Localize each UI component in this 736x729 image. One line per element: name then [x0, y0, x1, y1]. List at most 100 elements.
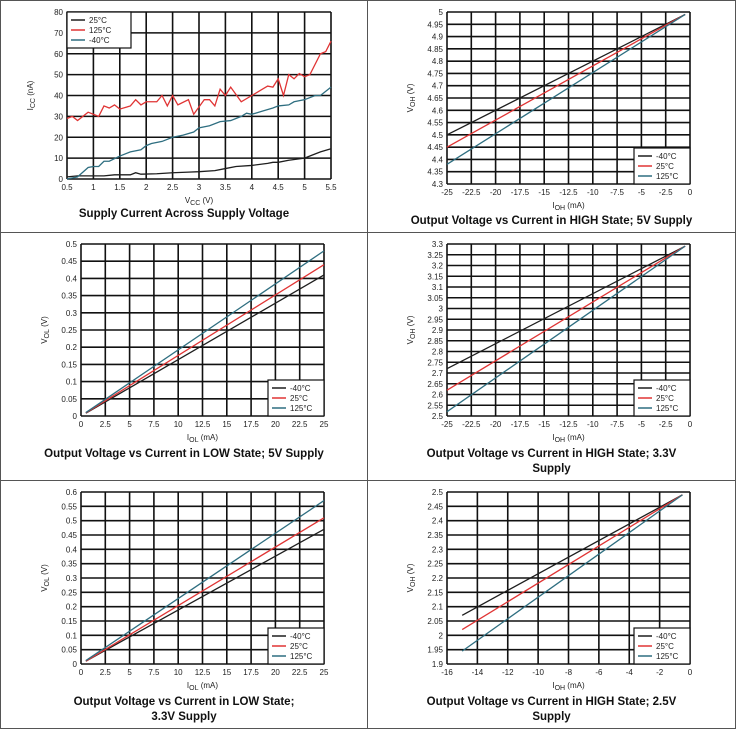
y-tick-label: 4.85: [427, 45, 443, 54]
series-line--40c: [66, 86, 332, 180]
x-tick-label: 15: [222, 668, 231, 677]
y-tick-label: 4.3: [432, 180, 444, 189]
chart-cell-supply-current: 0.5 1 1.5 2 2.5 3 3.5 4 4.5 5 5.5 0 10 20 30 40 50 60 70 80…: [1, 1, 368, 233]
legend-label: 25°C: [656, 162, 674, 171]
y-tick-label: 0.15: [61, 617, 77, 626]
chart-cell-vol-3v3: 0 2.5 5 7.5 10 12.5 15 17.5 20 22.5 25 0 0.05 0.1 0.15…: [1, 481, 368, 728]
x-tick-label: 5.5: [325, 183, 337, 192]
y-tick-label: 4.6: [432, 106, 444, 115]
y-tick-label: 50: [54, 71, 63, 80]
legend-label: 125°C: [290, 404, 313, 413]
x-tick-label: 20: [271, 668, 280, 677]
x-tick-label: -17.5: [511, 420, 530, 429]
y-tick-label: 2.6: [432, 391, 444, 400]
x-tick-label: 5: [302, 183, 307, 192]
y-tick-label: 0.25: [61, 326, 77, 335]
y-tick-label: 0.45: [61, 531, 77, 540]
y-axis-label: VOH (V): [406, 563, 417, 592]
y-tick-label: 2.5: [432, 412, 444, 421]
y-tick-label: 60: [54, 50, 63, 59]
y-tick-label: 2.35: [427, 531, 443, 540]
series-line--40c: [446, 13, 686, 136]
chart-vol-3v3: 0 2.5 5 7.5 10 12.5 15 17.5 20 22.5 25 0 0.05 0.1 0.15…: [40, 488, 329, 692]
chart-title: Output Voltage vs Current in HIGH State;…: [426, 448, 677, 475]
series-line--40c: [461, 494, 683, 616]
x-tick-label: 0: [79, 420, 84, 429]
x-tick-label: -6: [595, 668, 603, 677]
chart-cell-voh-5v: -25 -22.5 -20 -17.5 -15 -12.5 -10 -7.5 -5 -2.5 0 4.…: [368, 1, 735, 233]
x-tick-label: 0: [688, 420, 693, 429]
chart-vol-5v: 0 2.5 5 7.5 10 12.5 15 17.5 20 22.5 25 0 0.05 0.1 0.15…: [40, 240, 329, 444]
legend-label: -40°C: [656, 632, 677, 641]
x-tick-label: 1: [91, 183, 96, 192]
series-line-25c: [66, 148, 332, 178]
x-tick-label: 3: [197, 183, 202, 192]
x-tick-label: 10: [174, 420, 183, 429]
legend-label: 25°C: [656, 394, 674, 403]
series-line-125c: [446, 13, 686, 165]
x-tick-label: 25: [320, 420, 329, 429]
x-tick-label: -20: [490, 188, 502, 197]
y-axis-label: VOH (V): [406, 315, 417, 344]
y-tick-label: 2.75: [427, 358, 443, 367]
x-tick-label: 20: [271, 420, 280, 429]
legend-label: 125°C: [656, 652, 679, 661]
y-tick-label: 2.5: [432, 488, 444, 497]
y-tick-label: 3.2: [432, 262, 444, 271]
legend-label: 125°C: [290, 652, 313, 661]
x-tick-label: 2.5: [167, 183, 179, 192]
y-tick-label: 0.55: [61, 502, 77, 511]
x-tick-label: 4.5: [273, 183, 285, 192]
y-tick-label: 0.3: [66, 574, 78, 583]
x-tick-label: -15: [538, 420, 550, 429]
series-line-125c: [66, 40, 332, 122]
y-tick-label: 0.2: [66, 343, 78, 352]
x-tick-label: 25: [320, 668, 329, 677]
y-tick-label: 2.4: [432, 517, 444, 526]
x-tick-label: -15: [538, 188, 550, 197]
x-tick-label: -2.5: [659, 188, 673, 197]
x-tick-label: -12: [502, 668, 514, 677]
y-tick-label: 0.25: [61, 588, 77, 597]
series-line--40c: [85, 528, 325, 662]
x-tick-label: -2: [656, 668, 664, 677]
x-tick-label: 0.5: [61, 183, 73, 192]
y-axis-label: VOL (V): [40, 564, 51, 592]
x-tick-label: 2.5: [100, 668, 112, 677]
x-axis-label: IOH (mA): [552, 681, 585, 692]
legend-label: 125°C: [656, 172, 679, 181]
chart-title: Output Voltage vs Current in LOW State; …: [44, 448, 324, 460]
x-tick-label: -25: [441, 188, 453, 197]
y-tick-label: 0: [73, 660, 78, 669]
y-tick-label: 2.1: [432, 603, 444, 612]
series-line-125c: [85, 500, 325, 662]
y-tick-label: 4.9: [432, 33, 444, 42]
y-tick-label: 2.65: [427, 380, 443, 389]
y-tick-label: 4.95: [427, 20, 443, 29]
x-tick-label: -10: [587, 188, 599, 197]
x-tick-label: 17.5: [243, 420, 259, 429]
y-tick-label: 2.45: [427, 502, 443, 511]
y-tick-label: 10: [54, 154, 63, 163]
y-tick-label: 3.25: [427, 251, 443, 260]
x-tick-label: -22.5: [462, 188, 481, 197]
series-line--40c: [85, 274, 325, 414]
y-tick-label: 0.4: [66, 545, 78, 554]
chart-voh-3v3: -25 -22.5 -20 -17.5 -15 -12.5 -10 -7.5 -5 -2.5 0 2.…: [406, 240, 693, 444]
legend-label: 25°C: [290, 642, 308, 651]
x-axis-label: IOL (mA): [187, 433, 218, 444]
y-tick-label: 5: [439, 8, 444, 17]
y-tick-label: 3: [439, 305, 444, 314]
y-tick-label: 4.7: [432, 82, 444, 91]
y-tick-label: 3.3: [432, 240, 444, 249]
series-line-125c: [446, 245, 686, 413]
legend-label: -40°C: [89, 36, 110, 45]
x-tick-label: 12.5: [195, 420, 211, 429]
y-tick-label: 4.65: [427, 94, 443, 103]
x-tick-label: 0: [688, 668, 693, 677]
y-axis-label: ICC (nA): [26, 80, 37, 110]
y-tick-label: 2.55: [427, 401, 443, 410]
y-tick-label: 2.7: [432, 369, 444, 378]
x-tick-label: -14: [472, 668, 484, 677]
